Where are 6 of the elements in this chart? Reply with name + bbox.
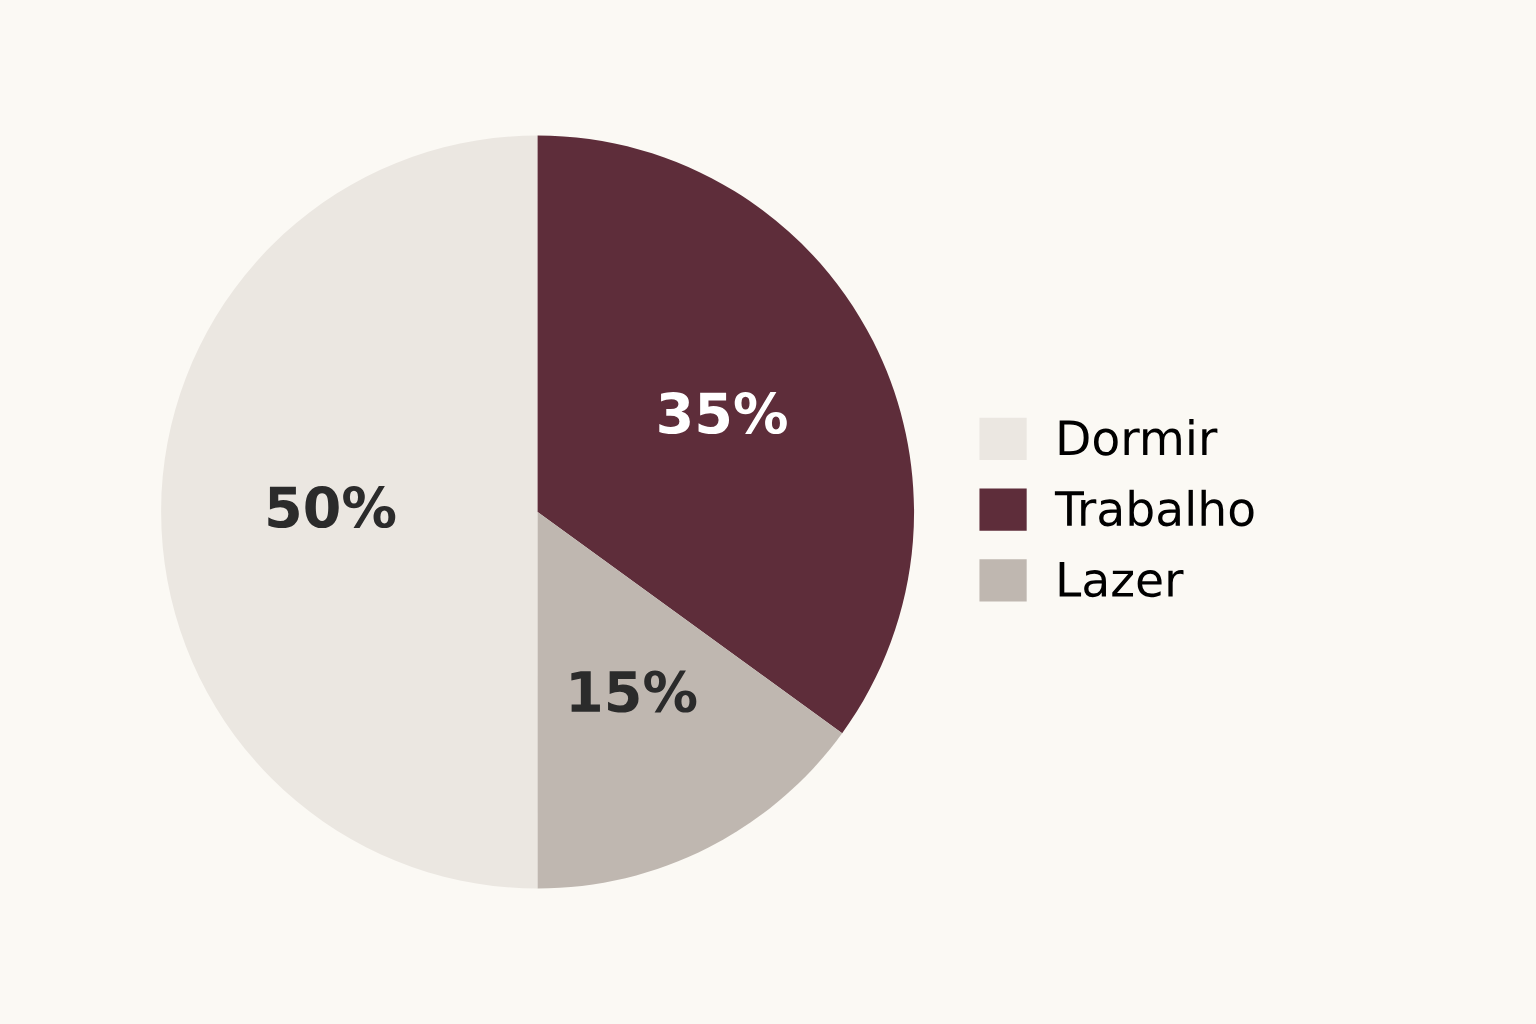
data-label: 35% — [659, 392, 787, 435]
legend-label: Trabalho — [1054, 489, 1254, 527]
data-label: 50% — [268, 486, 396, 529]
data-label: 15% — [571, 670, 697, 713]
legend-label: Lazer — [1059, 562, 1184, 598]
legend-label: Dormir — [1059, 419, 1218, 456]
